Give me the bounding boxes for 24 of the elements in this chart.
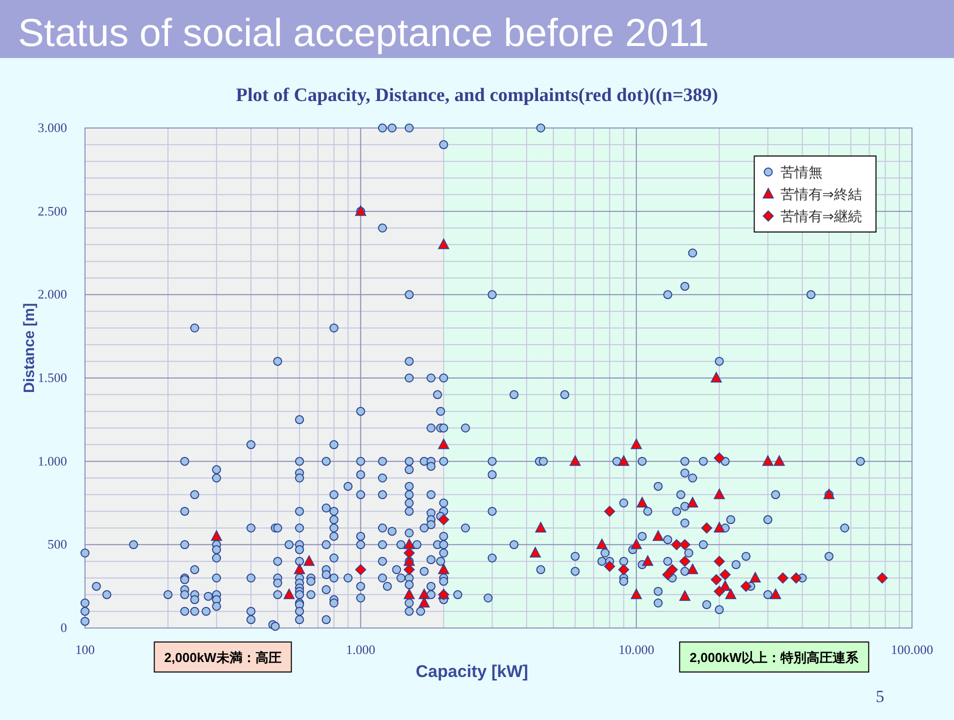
text: 5 bbox=[876, 687, 884, 706]
y-tick-label: 500 bbox=[48, 536, 67, 552]
x-tick-label: 1.000 bbox=[346, 642, 376, 657]
legend-label: 苦情無 bbox=[780, 164, 822, 180]
y-tick-label: 2.000 bbox=[38, 286, 67, 302]
x-tick-label: 100.000 bbox=[890, 642, 934, 657]
band-label: 2,000kW未満：高圧 bbox=[164, 650, 282, 665]
y-tick-label: 0 bbox=[60, 620, 67, 635]
title-banner: Status of social acceptance before 2011 bbox=[0, 0, 954, 58]
x-tick-label: 10.000 bbox=[618, 642, 654, 657]
y-tick-label: 2.500 bbox=[38, 203, 67, 218]
legend-label: 苦情有⇒終結 bbox=[780, 186, 862, 202]
y-tick-label: 1.500 bbox=[38, 370, 67, 385]
y-tick-label: 3.000 bbox=[38, 120, 67, 135]
chart-subtitle: Plot of Capacity, Distance, and complaints(red dot)((n=389) bbox=[236, 85, 718, 106]
band-label: 2,000kW未満：高圧 bbox=[154, 642, 292, 672]
band-label: 2,000kW以上：特別高圧連系 bbox=[690, 650, 860, 665]
y-tick-label: 1.000 bbox=[38, 453, 67, 468]
chart-title: Status of social acceptance before 2011 bbox=[18, 12, 709, 55]
legend-label: 苦情有⇒継続 bbox=[780, 208, 862, 224]
band-label: 2,000kW以上：特別高圧連系 bbox=[679, 642, 870, 672]
y-axis-title: Distance [m] bbox=[21, 302, 38, 394]
x-tick-label: 100 bbox=[75, 642, 95, 657]
x-axis-title: Capacity [kW] bbox=[416, 662, 528, 681]
